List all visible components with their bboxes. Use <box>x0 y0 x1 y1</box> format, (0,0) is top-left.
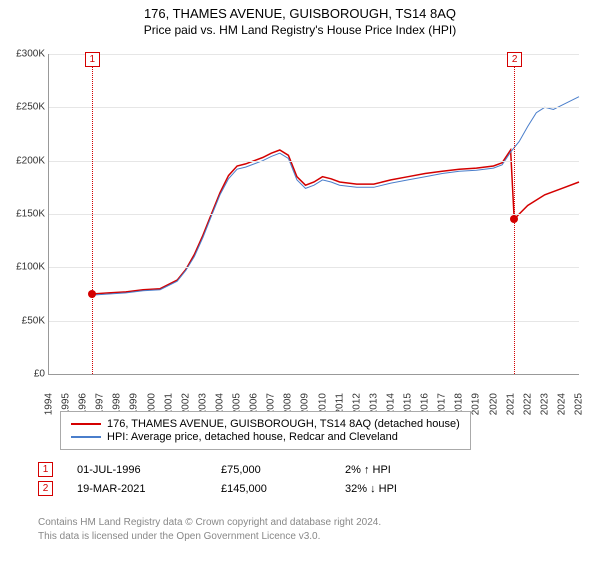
x-axis-label: 2020 <box>488 393 499 415</box>
transaction-price: £145,000 <box>221 483 345 495</box>
chart-plot-area: £0£50K£100K£150K£200K£250K£300K199419951… <box>48 54 579 375</box>
legend-swatch <box>71 423 101 425</box>
chart-subtitle: Price paid vs. HM Land Registry's House … <box>0 23 600 37</box>
x-axis-label: 2024 <box>556 393 567 415</box>
legend-item: HPI: Average price, detached house, Redc… <box>71 431 460 443</box>
attribution-line-1: Contains HM Land Registry data © Crown c… <box>38 516 381 530</box>
series-line <box>92 97 579 295</box>
marker-dot <box>88 290 96 298</box>
gridline-h <box>49 161 579 162</box>
marker-box: 1 <box>85 52 100 67</box>
marker-vline <box>514 54 515 374</box>
y-axis-label: £300K <box>5 49 45 60</box>
transaction-marker: 1 <box>38 462 53 477</box>
legend-item: 176, THAMES AVENUE, GUISBOROUGH, TS14 8A… <box>71 418 460 430</box>
transaction-row: 2 19-MAR-2021£145,00032% ↓ HPI <box>38 481 469 496</box>
transaction-row: 1 01-JUL-1996£75,0002% ↑ HPI <box>38 462 469 477</box>
attribution-line-2: This data is licensed under the Open Gov… <box>38 530 381 544</box>
gridline-h <box>49 214 579 215</box>
gridline-h <box>49 107 579 108</box>
x-axis-label: 2022 <box>522 393 533 415</box>
transaction-delta: 32% ↓ HPI <box>345 483 469 495</box>
y-axis-label: £0 <box>5 369 45 380</box>
y-axis-label: £200K <box>5 155 45 166</box>
legend-box: 176, THAMES AVENUE, GUISBOROUGH, TS14 8A… <box>60 411 471 450</box>
marker-vline <box>92 54 93 374</box>
x-axis-label: 2025 <box>574 393 585 415</box>
y-axis-label: £50K <box>5 315 45 326</box>
chart-title: 176, THAMES AVENUE, GUISBOROUGH, TS14 8A… <box>0 6 600 21</box>
legend-label: HPI: Average price, detached house, Redc… <box>107 431 398 443</box>
x-axis-label: 2021 <box>505 393 516 415</box>
transaction-delta: 2% ↑ HPI <box>345 464 469 476</box>
gridline-h <box>49 54 579 55</box>
y-axis-label: £100K <box>5 262 45 273</box>
gridline-h <box>49 267 579 268</box>
transaction-table: 1 01-JUL-1996£75,0002% ↑ HPI 2 19-MAR-2021£… <box>38 458 469 500</box>
transaction-date: 19-MAR-2021 <box>77 483 221 495</box>
transaction-marker: 2 <box>38 481 53 496</box>
y-axis-label: £150K <box>5 209 45 220</box>
legend-label: 176, THAMES AVENUE, GUISBOROUGH, TS14 8A… <box>107 418 460 430</box>
transaction-price: £75,000 <box>221 464 345 476</box>
x-axis-label: 1994 <box>44 393 55 415</box>
y-axis-label: £250K <box>5 102 45 113</box>
attribution-text: Contains HM Land Registry data © Crown c… <box>38 516 381 543</box>
gridline-h <box>49 321 579 322</box>
legend-swatch <box>71 436 101 438</box>
series-line <box>92 150 579 294</box>
marker-dot <box>510 215 518 223</box>
transaction-date: 01-JUL-1996 <box>77 464 221 476</box>
x-axis-label: 2023 <box>539 393 550 415</box>
marker-box: 2 <box>507 52 522 67</box>
x-axis-label: 2019 <box>471 393 482 415</box>
